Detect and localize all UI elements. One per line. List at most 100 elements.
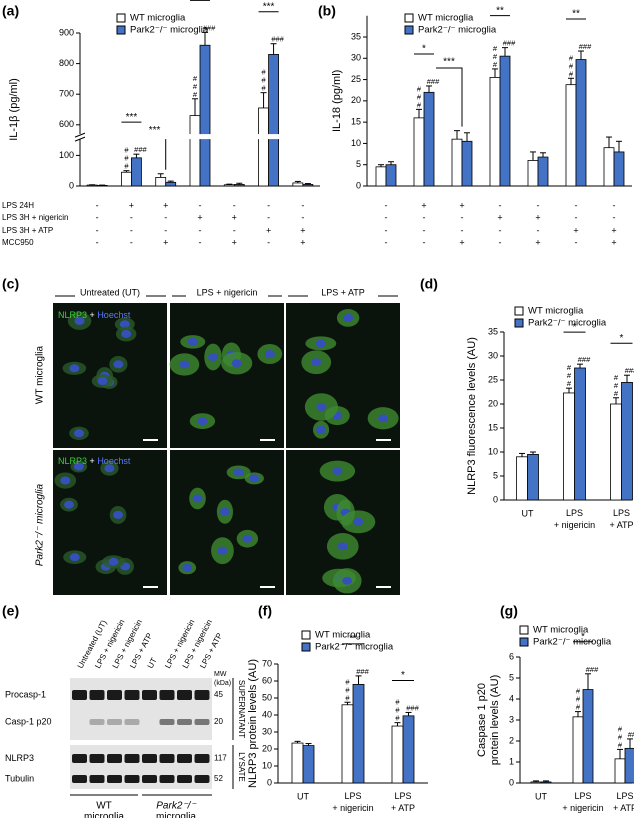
nucleus bbox=[119, 320, 130, 329]
sig-label: ### bbox=[579, 42, 592, 51]
nucleus bbox=[231, 359, 242, 368]
blot-band bbox=[72, 690, 87, 700]
blot-band bbox=[89, 690, 105, 700]
lane-label: UT bbox=[146, 656, 159, 670]
bar bbox=[613, 151, 625, 187]
condition-sign: + bbox=[535, 237, 540, 247]
condition-sign: + bbox=[232, 212, 237, 222]
legend-label: WT microglia bbox=[528, 306, 584, 317]
bar bbox=[516, 456, 528, 501]
condition-sign: - bbox=[199, 200, 202, 210]
sig-label: ### bbox=[567, 363, 572, 388]
nucleus bbox=[74, 429, 85, 438]
condition-sign: - bbox=[537, 225, 540, 235]
nucleus bbox=[342, 576, 353, 585]
nucleus bbox=[69, 364, 80, 373]
y-tick-label: 50 bbox=[262, 692, 272, 702]
bar bbox=[341, 704, 354, 784]
condition-sign: - bbox=[499, 200, 502, 210]
y-tick-label: 5 bbox=[509, 672, 514, 682]
bar bbox=[258, 107, 269, 187]
blot-band bbox=[142, 690, 157, 700]
y-axis-label: IL-18 (pg/ml) bbox=[331, 70, 343, 132]
condition-sign: + bbox=[163, 237, 168, 247]
blot-band bbox=[159, 775, 175, 783]
y-tick-label: 0 bbox=[509, 777, 514, 787]
x-tick-label: LPS+ ATP bbox=[613, 791, 634, 813]
bar bbox=[582, 689, 594, 784]
nucleus bbox=[60, 476, 71, 485]
x-tick-label: UT bbox=[535, 791, 547, 801]
nucleus bbox=[74, 317, 85, 326]
condition-sign: + bbox=[266, 225, 271, 235]
condition-sign: - bbox=[96, 212, 99, 222]
panel-label: (f) bbox=[258, 603, 272, 619]
nucleus bbox=[353, 517, 364, 526]
bar bbox=[574, 367, 586, 501]
y-tick-label: 10 bbox=[351, 138, 361, 148]
y-axis-label: IL-1β (pg/ml) bbox=[8, 78, 20, 141]
nucleus bbox=[311, 358, 322, 367]
nucleus bbox=[332, 467, 343, 476]
condition-sign: - bbox=[537, 200, 540, 210]
bar bbox=[268, 54, 279, 187]
panel-label: (e) bbox=[2, 603, 19, 619]
legend-swatch bbox=[404, 25, 414, 35]
blot-band bbox=[159, 690, 175, 700]
sig-label: ### bbox=[395, 698, 400, 723]
x-tick-label: LPS + nigericin bbox=[562, 791, 603, 813]
bar bbox=[489, 77, 501, 187]
y-axis-label: NLRP3 protein levels (AU) bbox=[247, 659, 259, 788]
condition-sign: - bbox=[385, 225, 388, 235]
blot-band bbox=[194, 754, 210, 763]
blot-band bbox=[194, 690, 210, 700]
y-tick-label: 30 bbox=[262, 726, 272, 736]
nucleus bbox=[104, 464, 115, 473]
sig-star: * bbox=[573, 322, 577, 333]
bar bbox=[527, 453, 539, 501]
condition-sign: - bbox=[385, 237, 388, 247]
blot-band bbox=[89, 754, 105, 763]
sig-label: ### bbox=[427, 77, 440, 86]
y-tick-label: 5 bbox=[356, 159, 361, 169]
legend-label: WT microglia bbox=[418, 13, 474, 24]
sig-label: ### bbox=[406, 703, 419, 712]
sig-label: ### bbox=[569, 53, 574, 78]
micrograph bbox=[170, 303, 284, 448]
band-label: Tubulin bbox=[5, 773, 34, 783]
x-tick-label: UT bbox=[297, 791, 309, 801]
bar bbox=[540, 781, 552, 784]
bar bbox=[610, 403, 622, 501]
bar bbox=[413, 117, 425, 187]
y-tick-label: 10 bbox=[262, 760, 272, 770]
legend-label: WT microglia bbox=[315, 630, 371, 641]
blot-band bbox=[142, 754, 157, 763]
condition-label: LPS 3H + ATP bbox=[2, 226, 53, 235]
nucleus bbox=[182, 563, 193, 572]
condition-sign: - bbox=[423, 212, 426, 222]
sig-label: ### bbox=[124, 146, 129, 171]
nucleus bbox=[249, 474, 260, 483]
row-label: Park2⁻/⁻ microglia bbox=[35, 483, 46, 566]
blot-band bbox=[177, 775, 192, 783]
sig-label: ### bbox=[618, 724, 623, 749]
legend-label: Park2⁻/⁻ microglia bbox=[533, 637, 612, 648]
bar bbox=[572, 716, 584, 784]
y-tick-label: 700 bbox=[59, 89, 74, 99]
condition-sign: - bbox=[613, 212, 616, 222]
y-tick-label: 3 bbox=[509, 714, 514, 724]
y-axis-label: Caspase 1 p20 bbox=[476, 683, 488, 757]
legend-swatch bbox=[301, 630, 311, 640]
blot-band bbox=[107, 690, 122, 700]
group-label: Park2⁻/⁻ bbox=[156, 801, 196, 812]
blot-band bbox=[89, 775, 105, 783]
legend-swatch bbox=[514, 318, 524, 328]
bar bbox=[292, 182, 304, 187]
bar bbox=[302, 745, 315, 784]
nucleus bbox=[73, 462, 84, 471]
nucleus bbox=[378, 414, 389, 423]
y-tick-label: 35 bbox=[488, 326, 498, 336]
bar bbox=[614, 758, 626, 784]
nucleus bbox=[113, 360, 124, 369]
